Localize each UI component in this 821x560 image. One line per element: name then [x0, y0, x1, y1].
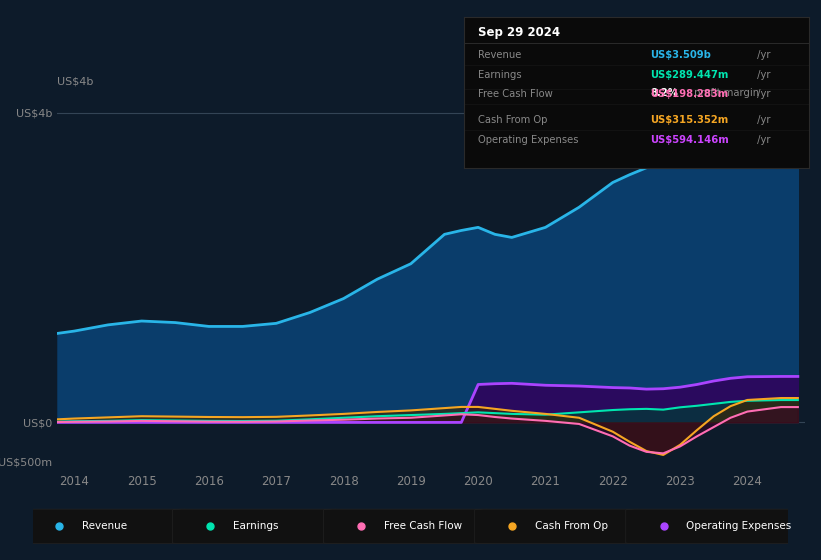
Text: /yr: /yr: [754, 50, 770, 60]
Text: 8.2%: 8.2%: [650, 88, 678, 98]
Text: Cash From Op: Cash From Op: [478, 115, 547, 125]
Text: profit margin: profit margin: [691, 88, 759, 98]
Text: /yr: /yr: [754, 135, 770, 144]
Text: /yr: /yr: [754, 90, 770, 99]
FancyBboxPatch shape: [172, 509, 345, 544]
Text: Free Cash Flow: Free Cash Flow: [478, 90, 553, 99]
Text: Cash From Op: Cash From Op: [535, 521, 608, 531]
Text: US$198.283m: US$198.283m: [650, 90, 728, 99]
Text: Revenue: Revenue: [82, 521, 127, 531]
Text: Operating Expenses: Operating Expenses: [478, 135, 578, 144]
Text: /yr: /yr: [754, 115, 770, 125]
Text: Revenue: Revenue: [478, 50, 521, 60]
Text: Earnings: Earnings: [478, 70, 521, 80]
Text: Earnings: Earnings: [233, 521, 278, 531]
Text: US$594.146m: US$594.146m: [650, 135, 729, 144]
Text: Operating Expenses: Operating Expenses: [686, 521, 791, 531]
FancyBboxPatch shape: [475, 509, 647, 544]
Text: US$289.447m: US$289.447m: [650, 70, 728, 80]
FancyBboxPatch shape: [323, 509, 496, 544]
FancyBboxPatch shape: [21, 509, 194, 544]
Text: Sep 29 2024: Sep 29 2024: [478, 26, 560, 39]
Text: Free Cash Flow: Free Cash Flow: [384, 521, 462, 531]
Text: US$3.509b: US$3.509b: [650, 50, 711, 60]
FancyBboxPatch shape: [626, 509, 798, 544]
Text: US$315.352m: US$315.352m: [650, 115, 728, 125]
Text: /yr: /yr: [754, 70, 770, 80]
Text: US$4b: US$4b: [57, 77, 94, 87]
